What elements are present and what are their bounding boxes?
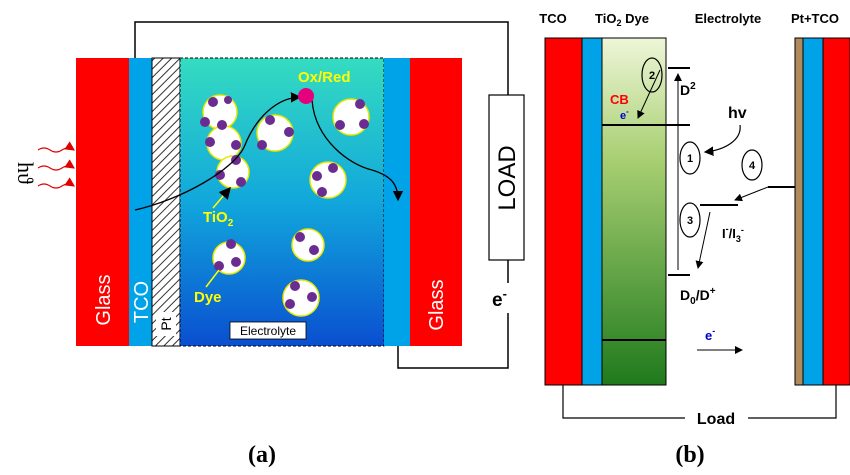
dye-dot [309,245,319,255]
dye-dot [359,119,369,129]
tco-right [384,58,410,346]
glass-right-label: Glass [426,279,448,330]
glass-left-label: Glass [93,274,115,325]
dye-dot [231,140,241,150]
dye-dot [215,170,225,180]
dye-dot [214,261,224,271]
dye-dot [231,257,241,267]
dye-dot [355,99,365,109]
pt-tco-red [822,37,850,386]
load-circuit [562,385,837,419]
dye-dot [217,120,227,130]
dye-dot [200,117,210,127]
electron-flow-label: e- [705,326,715,343]
redox-path [311,99,404,202]
caption-a: (a) [248,442,276,468]
tio2-band [601,37,667,386]
glass-left [76,58,129,346]
tio2-label: TiO2 [203,209,234,229]
load-label-b: Load [697,411,735,428]
pt-label: Pt [158,317,174,330]
dye-dot [290,281,300,291]
regeneration-arrow [734,186,769,202]
light-rays [37,141,75,189]
electron-box [490,283,520,313]
caption-b: (b) [675,442,704,468]
tco-electrode-blue [581,37,603,386]
d0-label: D0/D+ [680,286,716,307]
hv-arrow [703,124,741,156]
dye-dot [284,127,294,137]
dye-dot [295,232,305,242]
dye-dot [231,155,241,165]
electrolyte-label-box [229,321,307,340]
header-pt-tco: Pt+TCO [791,11,839,26]
ox-red-dot [298,88,314,104]
hv-label: hv [728,105,747,122]
cb-electron-label: e- [620,107,629,122]
step-1-circle [679,141,701,175]
dye-dot [265,115,275,125]
dye-dot [328,163,338,173]
electron-label: e- [492,286,507,311]
pt-label-box [156,312,176,336]
dye-label: Dye [194,289,222,306]
dye-dot [285,299,295,309]
dye-dot [307,292,317,302]
dye-dot [208,97,218,107]
redox-label: I-/I3- [722,224,744,244]
tio2-pointer [212,186,231,209]
pt-tco-blue [802,37,824,386]
dye-dot [257,140,267,150]
cb-label: CB [610,92,629,107]
dye-pointer [205,269,220,288]
header-tio2-dye: TiO2 Dye [595,11,649,28]
electron-path [134,92,302,211]
dye-dot [226,239,236,249]
electrolyte-label: Electrolyte [240,324,296,338]
dye-dot [312,171,322,181]
step-3-circle [679,202,701,238]
injection-arrow [637,69,661,119]
step-3-label: 3 [687,215,693,227]
header-tco: TCO [539,11,566,26]
dye-dot [317,187,327,197]
header-electrolyte: Electrolyte [695,11,761,26]
panel-a: Ox/Red TiO2 Dye Electrolyte Glass TCO Pt… [13,21,525,468]
dye-molecules [200,96,369,309]
panel-b: TCO TiO2 Dye Electrolyte Pt+TCO CB e- D2… [539,11,850,468]
step-4-circle [741,149,763,181]
step-2-circle [641,57,663,93]
pt-layer-b [794,37,804,386]
tco-electrode-red [544,37,583,386]
dye-regen-arrow [695,211,711,269]
dye-dot [335,120,345,130]
light-symbol: hϑ [13,162,38,184]
step-1-label: 1 [687,153,693,165]
dye-dot [224,96,232,104]
load-label: LOAD [494,145,521,210]
step-4-label: 4 [749,160,756,172]
tco-label: TCO [131,281,153,323]
pt-layer [151,57,181,347]
step-2-label: 2 [649,70,655,82]
ox-red-label: Ox/Red [298,69,351,86]
dye-dot [236,177,246,187]
d2-label: D2 [680,81,696,98]
tco-layer [129,58,152,346]
glass-right [410,58,462,346]
load-box [488,94,525,261]
dye-dot [205,137,215,147]
